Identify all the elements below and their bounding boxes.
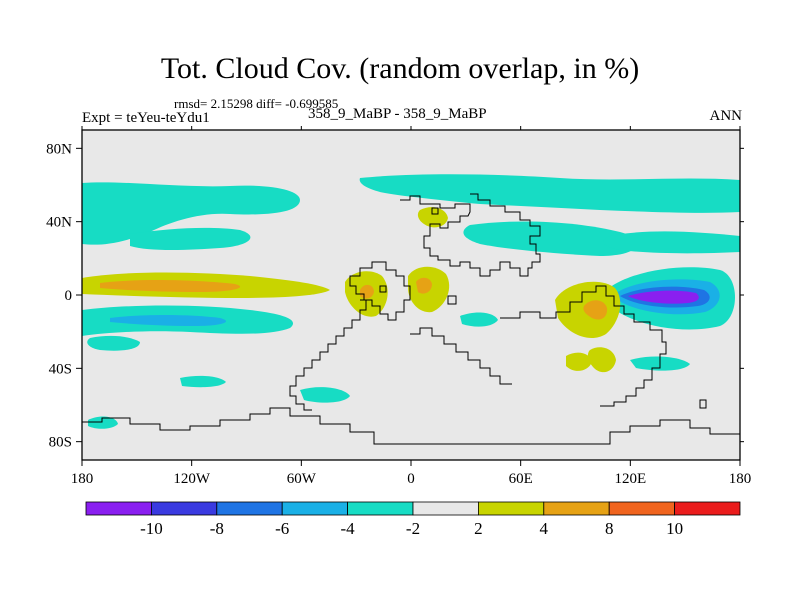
experiment-label: Expt = teYeu-teYdu1 (82, 110, 210, 126)
x-tick-label: 180 (729, 471, 752, 487)
colorbar-label: 4 (540, 519, 549, 538)
coastline-africa (349, 261, 411, 321)
colorbar-swatch (150, 501, 218, 516)
colorbar-label: -10 (140, 519, 163, 538)
colorbar-label: -2 (406, 519, 420, 538)
colorbar-label: 10 (666, 519, 683, 538)
y-tick-label: 40N (46, 215, 72, 231)
x-tick-label: 60W (287, 471, 317, 487)
x-tick-label: 0 (407, 471, 415, 487)
contour-antarctic-cyan (88, 416, 118, 429)
contour-north-east-band (359, 174, 740, 213)
contour-maritime-south (587, 347, 616, 373)
contour-fields (82, 174, 740, 429)
contour-north-west-lobe (130, 227, 251, 250)
colorbar-label: 8 (605, 519, 614, 538)
coastline-north-continent (400, 193, 541, 277)
colorbar-label: -4 (341, 519, 356, 538)
contour-north-east-lobe (463, 221, 638, 256)
contour-maritime-core (583, 300, 608, 320)
contour-indian-cyan (460, 312, 498, 327)
x-axis: 180 120W 60W 0 60E 120E 180 (71, 126, 752, 487)
coastline-south-east-landmass (410, 327, 512, 385)
x-tick-label: 120E (614, 471, 646, 487)
contour-europe-positive (417, 207, 448, 228)
coastline-small-islands (379, 207, 707, 409)
colorbar-swatch (281, 501, 349, 516)
y-tick-label: 0 (65, 288, 73, 304)
contour-equatorial-south-core (110, 315, 226, 326)
colorbar-label: 2 (474, 519, 483, 538)
contour-north-west-band (82, 182, 300, 245)
y-tick-label: 40S (49, 361, 72, 377)
y-tick-label: 80N (46, 141, 72, 157)
contour-equatorial-east-pacific-core (100, 280, 241, 292)
coastlines (82, 193, 740, 445)
y-tick-label: 80S (49, 435, 72, 451)
colorbar-swatch (347, 501, 414, 516)
contour-north-east-tail (603, 231, 740, 254)
colorbar-label: -8 (210, 519, 224, 538)
colorbar-swatch (674, 501, 741, 516)
colorbar-swatch (543, 501, 610, 516)
colorbar-swatch (216, 501, 283, 516)
x-tick-label: 60E (509, 471, 533, 487)
y-axis: 80N 40N 0 40S 80S (46, 141, 744, 451)
contour-south-cyan-blob (87, 335, 140, 351)
colorbar-swatch (608, 501, 676, 516)
x-tick-label: 120W (173, 471, 211, 487)
contour-south-indian-yellow (566, 352, 592, 371)
case-subtitle: 358_9_MaBP - 358_9_MaBP (308, 106, 487, 122)
coastline-asia-west-pacific (500, 285, 667, 407)
contour-south-pacific-cyan (180, 375, 226, 388)
stats-label: rmsd= 2.15298 diff= -0.699585 (174, 96, 339, 111)
x-tick-label: 180 (71, 471, 94, 487)
colorbar-swatch (85, 501, 152, 516)
colorbar-swatch (412, 501, 479, 516)
contour-west-pacific-minimum (628, 290, 699, 304)
colorbar: -10 -8 -6 -4 -2 2 4 8 10 (85, 501, 741, 538)
colorbar-label: -6 (275, 519, 289, 538)
plot-title: Tot. Cloud Cov. (random overlap, in %) (160, 52, 640, 85)
coastline-south-america (289, 299, 367, 411)
coastline-antarctica (82, 407, 740, 445)
contour-africa-core (416, 277, 432, 294)
contour-south-atlantic-cyan (300, 387, 350, 403)
season-label: ANN (709, 108, 743, 124)
colorbar-swatch (477, 501, 545, 516)
